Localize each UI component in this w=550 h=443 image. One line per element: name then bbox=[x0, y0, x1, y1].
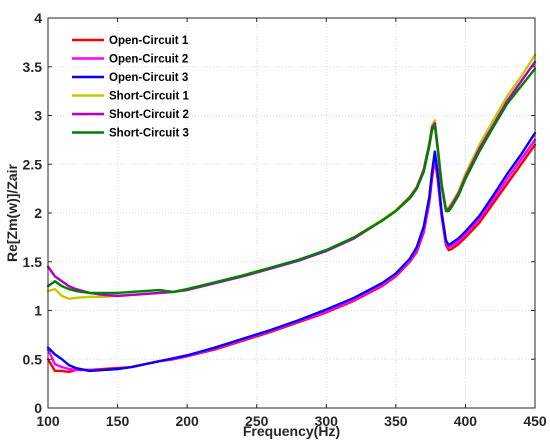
y-tick-label: 2.5 bbox=[23, 156, 43, 172]
y-tick-label: 0.5 bbox=[23, 351, 43, 367]
y-tick-label: 4 bbox=[34, 10, 42, 26]
x-tick-label: 250 bbox=[245, 413, 269, 429]
x-axis-label: Frequency(Hz) bbox=[243, 423, 340, 439]
y-tick-label: 3.5 bbox=[23, 59, 43, 75]
y-axis-ticks: 0 0.5 1 1.5 2 2.5 3 3.5 4 bbox=[23, 10, 535, 416]
series-lines bbox=[46, 53, 537, 374]
legend-label: Short-Circuit 1 bbox=[109, 91, 189, 103]
x-tick-label: 350 bbox=[384, 413, 408, 429]
x-tick-label: 450 bbox=[523, 413, 547, 429]
y-tick-label: 3 bbox=[34, 108, 42, 124]
x-tick-label: 100 bbox=[36, 413, 60, 429]
x-tick-label: 300 bbox=[315, 413, 339, 429]
legend-label: Short-Circuit 2 bbox=[109, 109, 189, 121]
x-axis-ticks: 100 150 200 250 300 350 400 450 bbox=[36, 18, 547, 429]
series-line-open-circuit-3 bbox=[46, 131, 537, 373]
legend-label: Open-Circuit 1 bbox=[109, 35, 189, 47]
legend-label: Short-Circuit 3 bbox=[109, 128, 189, 140]
y-tick-label: 2 bbox=[34, 205, 42, 221]
x-tick-label: 200 bbox=[175, 413, 199, 429]
y-axis-label: Re[Zm(w)]/Zair bbox=[4, 163, 20, 262]
series-line-short-circuit-3 bbox=[46, 67, 537, 295]
x-tick-label: 150 bbox=[106, 413, 130, 429]
y-tick-label: 0 bbox=[34, 400, 42, 416]
y-tick-label: 1.5 bbox=[23, 254, 43, 270]
x-tick-label: 400 bbox=[454, 413, 478, 429]
legend-label: Open-Circuit 3 bbox=[109, 72, 188, 84]
legend: Open-Circuit 1 Open-Circuit 2 Open-Circuit… bbox=[72, 35, 189, 140]
legend-label: Open-Circuit 2 bbox=[109, 54, 188, 66]
y-tick-label: 1 bbox=[34, 303, 42, 319]
grid bbox=[48, 18, 535, 408]
